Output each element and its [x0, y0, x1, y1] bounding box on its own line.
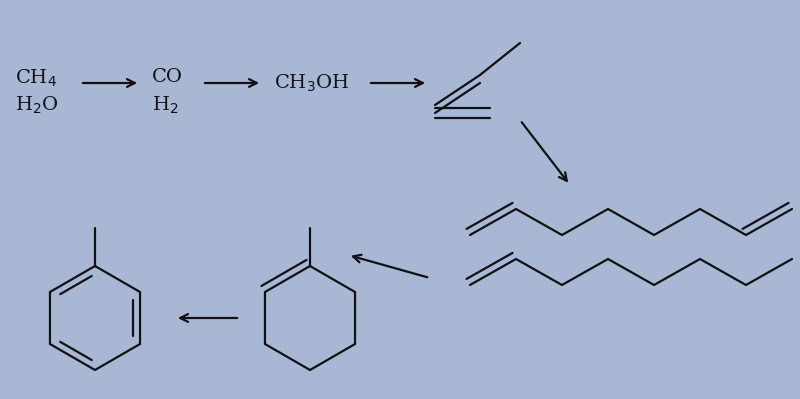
Text: CO: CO: [152, 68, 183, 86]
Text: CH$_3$OH: CH$_3$OH: [274, 72, 350, 94]
Text: CH$_4$: CH$_4$: [15, 68, 57, 89]
Text: H$_2$O: H$_2$O: [15, 95, 58, 116]
Text: H$_2$: H$_2$: [152, 95, 178, 116]
